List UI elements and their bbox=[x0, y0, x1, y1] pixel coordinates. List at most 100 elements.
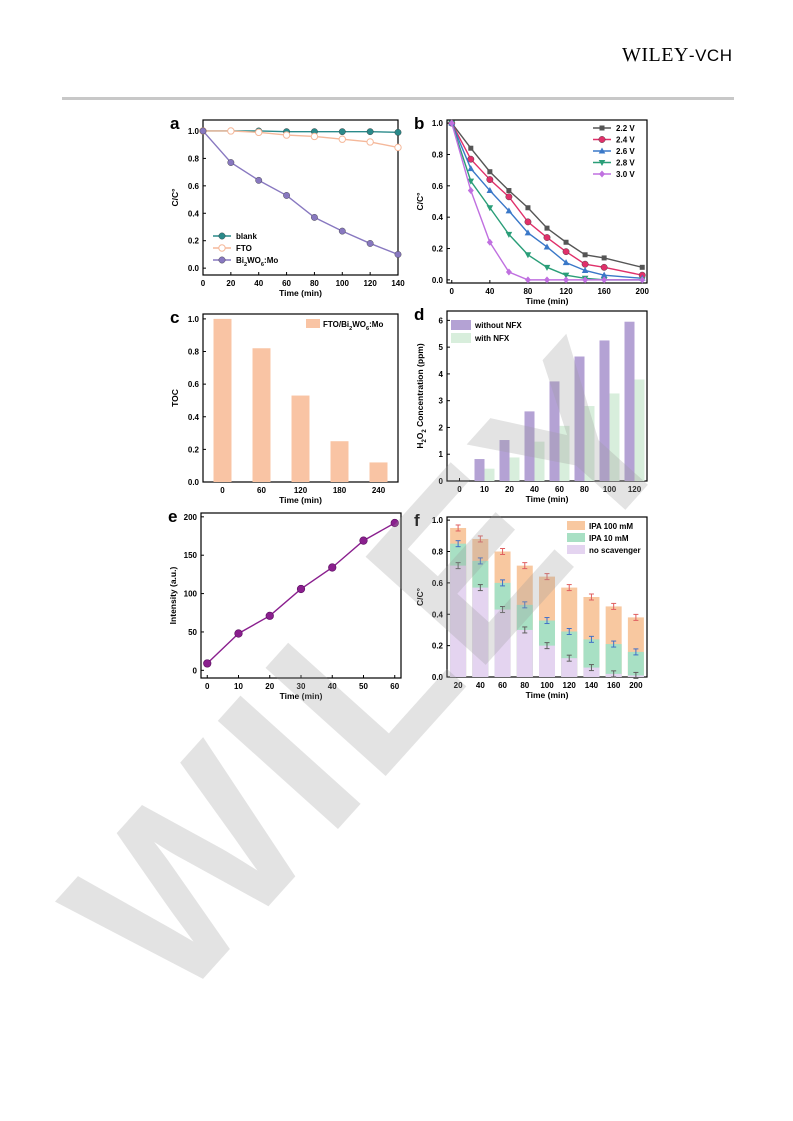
bar bbox=[584, 406, 595, 481]
y-tick-label: 0.6 bbox=[432, 579, 444, 588]
y-tick-label: 0.0 bbox=[188, 478, 200, 487]
header-rule bbox=[62, 97, 734, 100]
data-point bbox=[543, 243, 551, 250]
x-tick-label: 20 bbox=[505, 485, 514, 494]
y-tick-label: 0.4 bbox=[432, 213, 444, 222]
legend-swatch bbox=[567, 545, 585, 554]
data-point bbox=[581, 266, 589, 273]
bar bbox=[499, 440, 510, 481]
data-point bbox=[563, 239, 569, 245]
legend-marker bbox=[218, 244, 226, 252]
data-point bbox=[581, 260, 589, 268]
legend-marker bbox=[598, 160, 606, 166]
legend-marker bbox=[218, 232, 226, 240]
bar bbox=[450, 565, 467, 677]
series-line bbox=[206, 522, 396, 664]
series-line bbox=[451, 122, 643, 281]
y-tick-label: 0.0 bbox=[188, 264, 200, 273]
x-tick-label: 40 bbox=[328, 682, 337, 691]
bar bbox=[634, 379, 645, 481]
data-point bbox=[310, 132, 319, 141]
legend-label: without NFX bbox=[474, 321, 522, 330]
y-tick-label: 2 bbox=[439, 423, 444, 432]
bar bbox=[252, 348, 271, 482]
panel-letter: e bbox=[168, 507, 177, 526]
x-tick-label: 50 bbox=[359, 682, 368, 691]
legend-label: FTO bbox=[236, 244, 252, 253]
legend-label: 2.8 V bbox=[616, 159, 635, 168]
bar bbox=[583, 639, 600, 677]
x-tick-label: 80 bbox=[310, 279, 319, 288]
x-tick-label: 0 bbox=[457, 485, 462, 494]
data-point bbox=[234, 629, 243, 638]
series-line bbox=[203, 130, 399, 149]
data-point bbox=[227, 159, 235, 166]
y-tick-label: 4 bbox=[439, 370, 444, 379]
data-point bbox=[283, 192, 290, 199]
data-point bbox=[600, 263, 608, 271]
x-tick-label: 240 bbox=[372, 486, 386, 495]
legend-label: 2.2 V bbox=[616, 124, 635, 133]
x-tick-label: 140 bbox=[585, 681, 599, 690]
x-tick-label: 60 bbox=[257, 486, 266, 495]
data-point bbox=[543, 234, 551, 241]
x-tick-label: 120 bbox=[294, 486, 308, 495]
data-point bbox=[366, 138, 374, 146]
data-point bbox=[544, 225, 550, 231]
x-tick-label: 40 bbox=[254, 279, 263, 288]
data-point bbox=[448, 119, 455, 127]
x-axis-label: Time (min) bbox=[526, 296, 569, 306]
legend-label: with NFX bbox=[474, 334, 510, 343]
x-tick-label: 120 bbox=[363, 279, 377, 288]
legend-swatch bbox=[451, 333, 471, 343]
x-tick-label: 100 bbox=[540, 681, 554, 690]
y-axis-label: TOC bbox=[170, 389, 180, 407]
chart-panel-c: c 0.0 0.2 0.4 0.6 0.8 1.0 0 60 120 180 240 Time (min… bbox=[170, 308, 399, 505]
x-tick-label: 60 bbox=[390, 682, 399, 691]
y-tick-label: 0.6 bbox=[432, 182, 444, 191]
y-tick-label: 0.4 bbox=[188, 209, 200, 218]
bar bbox=[599, 340, 610, 481]
x-axis-label: Time (min) bbox=[526, 690, 569, 700]
bar bbox=[583, 667, 600, 677]
data-point bbox=[390, 518, 399, 528]
data-point bbox=[338, 128, 346, 136]
logo-suffix-text: -VCH bbox=[688, 46, 733, 65]
y-tick-label: 1 bbox=[439, 450, 444, 459]
data-point bbox=[282, 131, 291, 139]
series-line bbox=[202, 130, 399, 256]
data-point bbox=[467, 178, 475, 185]
legend-label: blank bbox=[236, 232, 257, 241]
panel-letter: d bbox=[414, 305, 424, 324]
data-point bbox=[265, 611, 274, 620]
y-tick-label: 0.2 bbox=[188, 445, 200, 454]
data-point bbox=[467, 187, 474, 195]
data-point bbox=[486, 187, 494, 194]
panel-letter: c bbox=[170, 308, 179, 327]
y-tick-label: 0 bbox=[193, 666, 198, 675]
x-tick-label: 40 bbox=[530, 485, 539, 494]
legend-label: IPA 10 mM bbox=[589, 534, 629, 543]
y-axis-label: C/C° bbox=[170, 188, 180, 207]
chart-panel-a: a 0 20 40 60 80 100 120 140 0.0 0.2 0.4 0.6 0.8 1.0 Tim… bbox=[170, 114, 405, 298]
legend-label: IPA 100 mM bbox=[589, 522, 633, 531]
y-tick-label: 0.2 bbox=[432, 642, 444, 651]
legend-label: 2.6 V bbox=[616, 147, 635, 156]
bar bbox=[330, 441, 349, 482]
data-point bbox=[296, 584, 306, 594]
legend-marker bbox=[598, 136, 606, 143]
legend-swatch bbox=[567, 533, 585, 542]
data-point bbox=[524, 252, 532, 259]
y-tick-label: 0.6 bbox=[188, 182, 200, 191]
data-point bbox=[467, 155, 475, 163]
bar bbox=[509, 457, 520, 481]
y-tick-label: 50 bbox=[188, 628, 197, 637]
data-point bbox=[199, 127, 207, 135]
x-tick-label: 200 bbox=[636, 287, 650, 296]
panel-letter: f bbox=[414, 511, 420, 530]
y-tick-label: 1.0 bbox=[188, 127, 200, 136]
x-tick-label: 30 bbox=[297, 682, 306, 691]
data-point bbox=[366, 240, 374, 247]
x-tick-label: 100 bbox=[336, 279, 350, 288]
data-point bbox=[227, 127, 235, 135]
